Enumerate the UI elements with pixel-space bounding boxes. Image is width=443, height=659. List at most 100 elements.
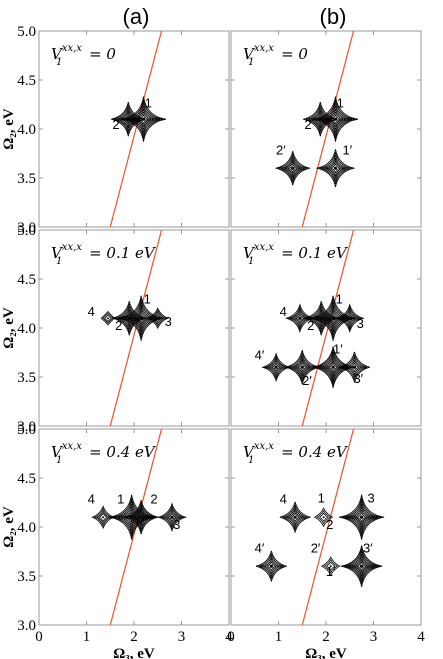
contour-line — [287, 305, 313, 331]
contour-line — [123, 99, 164, 139]
x-tick-label: 3 — [370, 629, 378, 645]
contour-line — [316, 313, 327, 324]
contour-line — [263, 557, 280, 575]
x-tick-label: 1 — [83, 629, 91, 645]
peak-label: 1 — [336, 292, 343, 307]
contour-line — [321, 105, 350, 133]
contour-line — [261, 352, 292, 383]
contour-line — [280, 156, 305, 181]
contour-line — [119, 308, 139, 328]
contour-line — [126, 102, 161, 136]
contour-line — [287, 163, 298, 174]
contour-line — [137, 113, 150, 125]
panel-frame — [230, 30, 422, 228]
peak-label: 3′ — [353, 371, 363, 386]
panel-b-2: 1 2 3 4 4′ 2′ 1′ 3′ Vxx,x 1 = 0.1 eV — [230, 229, 422, 427]
contour-line — [284, 303, 315, 334]
contour-line — [351, 506, 373, 528]
peak-label: 2′ — [302, 373, 312, 388]
contour-line — [104, 314, 112, 323]
x-tick-label: 4 — [417, 629, 425, 645]
contour-line — [315, 114, 326, 125]
contour-line — [157, 502, 187, 533]
contour-peak — [157, 502, 187, 533]
peak-center — [293, 515, 297, 519]
peak-center — [156, 317, 159, 320]
y-tick-label: 4.0 — [17, 321, 36, 337]
peak-label: 2 — [150, 491, 157, 506]
contour-line — [312, 96, 359, 142]
contour-peak — [146, 307, 169, 330]
panel-a-2: 1 2 3 4 Vxx,x 1 = 0.1 eV — [38, 229, 230, 427]
y-tick-label: 5.0 — [17, 24, 36, 40]
contour-line — [278, 153, 308, 183]
contour-peak — [91, 505, 116, 530]
contour-line — [340, 545, 383, 587]
contour-line — [124, 313, 135, 324]
contour-peak — [284, 303, 315, 334]
peak-label: 4 — [280, 491, 287, 506]
contour-line — [313, 298, 353, 338]
contour-line — [346, 550, 377, 582]
diagonal-line — [109, 31, 163, 227]
x-tick-label: 2 — [130, 629, 138, 645]
contour-line — [283, 505, 307, 529]
contour-peak — [316, 149, 355, 188]
contour-line — [348, 503, 376, 531]
contour-peak — [312, 96, 359, 142]
contour-line — [325, 561, 336, 571]
contour-line — [151, 311, 165, 325]
peak-label: 1 — [117, 491, 124, 506]
contour-line — [260, 554, 283, 578]
y-tick-label: 3.0 — [17, 419, 36, 435]
contour-line — [279, 501, 311, 533]
contour-line — [343, 355, 366, 379]
peak-label: 4 — [88, 491, 95, 506]
contour-line — [91, 505, 116, 530]
peak-label: 3 — [165, 314, 172, 329]
peak-label: 2 — [307, 318, 314, 333]
contour-peak — [279, 501, 311, 533]
peak-center — [141, 117, 146, 121]
contour-line — [341, 354, 368, 380]
y-tick-label: 4.0 — [17, 122, 36, 138]
contour-line — [98, 512, 108, 522]
panel-a-1: 1 2 Vxx,x 1 = 0 — [38, 30, 230, 228]
y-tick-label: 4.5 — [17, 272, 36, 288]
peak-label: 4′ — [255, 540, 265, 555]
contour-line — [318, 512, 329, 522]
contour-line — [100, 310, 116, 326]
y-tick-label: 4.5 — [17, 73, 36, 89]
contour-line — [116, 107, 141, 132]
y-axis-title: Ω₂, eV — [1, 307, 17, 349]
contour-line — [135, 312, 147, 324]
peak-label: 3 — [368, 491, 375, 506]
peak-center — [333, 166, 338, 170]
contour-line — [129, 505, 154, 530]
contour-line — [268, 359, 284, 375]
peak-label: 2 — [326, 517, 333, 532]
contour-peak — [255, 550, 287, 582]
contour-line — [289, 308, 310, 329]
contour-line — [133, 509, 150, 526]
contour-line — [132, 108, 155, 130]
x-tick-label: 0 — [35, 629, 43, 645]
peak-center — [139, 515, 143, 519]
contour-line — [354, 509, 370, 525]
x-tick-label: 2 — [322, 629, 330, 645]
contour-line — [146, 307, 169, 330]
panel-b-3: 4 12 3 4′ 2′ 1′ 3′ Vxx,x 1 = 0.4 eV — [230, 428, 422, 626]
peak-center — [331, 365, 335, 369]
contour-line — [339, 308, 360, 329]
contour-line — [323, 558, 339, 574]
contour-line — [266, 560, 277, 572]
contour-line — [339, 351, 370, 383]
contour-line — [316, 509, 331, 525]
peak-label: 1 — [145, 95, 152, 110]
contour-line — [95, 510, 111, 525]
peak-label: 1 — [337, 95, 344, 110]
contour-line — [275, 151, 310, 186]
contour-line — [292, 357, 312, 377]
contour-line — [118, 109, 138, 129]
contour-line — [334, 303, 365, 334]
